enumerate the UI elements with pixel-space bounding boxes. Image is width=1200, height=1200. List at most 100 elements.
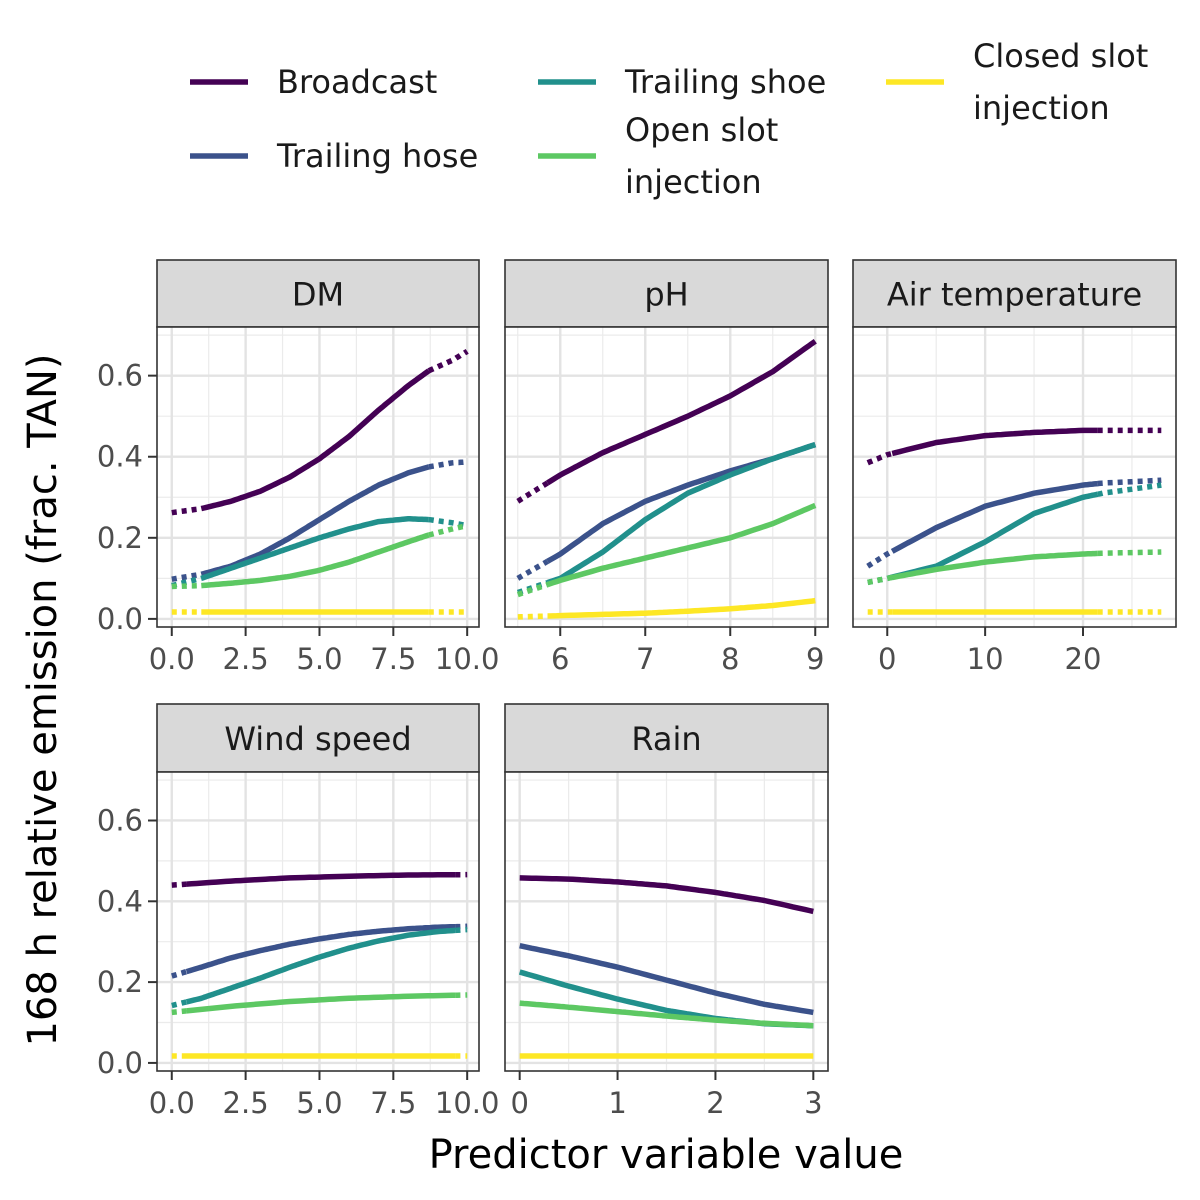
series-line-open-slot-extrapolated: [1097, 549, 1162, 557]
series-line-trailing-hose-extrapolated: [516, 558, 549, 581]
series-line-trailing-hose: [890, 480, 1099, 554]
panel-border: [156, 771, 480, 1072]
series-line-open-slot-extrapolated: [867, 574, 893, 586]
x-tick-label: 20: [1065, 642, 1102, 676]
series-line-broadcast: [891, 427, 1099, 457]
panel-ph: pH 6 7 8 9: [504, 259, 829, 676]
panel-strip: [852, 259, 1177, 328]
legend-label: injection: [625, 163, 762, 201]
series-line-open-slot-extrapolated: [171, 1008, 187, 1016]
gridlines: [157, 772, 479, 1071]
series-line-open-slot: [186, 992, 456, 1014]
x-tick-label: 10: [967, 642, 1004, 676]
panel-title: DM: [292, 276, 344, 314]
x-tick-label: 10.0: [435, 1086, 500, 1120]
panel-title: pH: [644, 276, 688, 314]
series-line-broadcast: [519, 875, 814, 915]
series-group: [171, 349, 469, 615]
gridlines: [853, 327, 1176, 627]
series-line-trailing-hose-extrapolated: [866, 548, 894, 569]
y-tick-label: 0.0: [97, 602, 143, 636]
panel-wind-speed: Wind speed 0.0 2.5 5.0 7.5 10.0 0.0 0.2 0.4 0.6: [97, 703, 500, 1120]
x-tick-label: 6: [551, 642, 569, 676]
legend: Broadcast Trailing hose Trailing shoe Open …: [190, 37, 1148, 201]
x-tick-label: 5.0: [296, 1086, 342, 1120]
x-tick-label: 0: [878, 642, 896, 676]
x-axis-title: Predictor variable value: [429, 1132, 904, 1178]
series-line-trailing-shoe-extrapolated: [171, 999, 188, 1009]
panel-border: [852, 326, 1177, 628]
series-line-trailing-shoe-extrapolated: [455, 926, 468, 934]
series-line-trailing-hose: [519, 943, 814, 1016]
x-tick-label: 2: [706, 1086, 724, 1120]
panel-rain: Rain 0 1 2 3: [504, 703, 829, 1120]
legend-item-trailing-shoe: Trailing shoe: [538, 63, 826, 101]
panel-dm: DM 0.0 2.5 5.0 7.5 10.0 0.0 0.2 0.4 0.6: [97, 259, 500, 676]
series-line-open-slot: [891, 550, 1099, 581]
series-line-trailing-shoe: [200, 516, 430, 581]
plot-area: [853, 327, 1176, 627]
x-tick-label: 3: [804, 1086, 822, 1120]
series-line-broadcast: [200, 368, 431, 512]
legend-item-open-slot: Open slot injection: [538, 111, 778, 201]
y-tick-label: 0.0: [97, 1046, 143, 1080]
series-line-open-slot-extrapolated: [171, 582, 202, 590]
y-tick-label: 0.2: [97, 965, 143, 999]
series-line-closed-slot: [546, 597, 816, 619]
gridlines: [505, 772, 828, 1071]
x-tick-label: 2.5: [223, 642, 269, 676]
y-tick-label: 0.6: [97, 359, 143, 393]
legend-label: Closed slot: [973, 37, 1148, 75]
series-line-trailing-hose-extrapolated: [428, 459, 468, 470]
panel-strip: [156, 259, 480, 328]
panel-strip: [504, 703, 829, 773]
series-line-trailing-hose: [185, 923, 458, 975]
x-tick-label: 9: [806, 642, 824, 676]
series-group: [171, 871, 468, 1059]
series-line-broadcast: [546, 338, 817, 486]
y-tick-label: 0.2: [97, 521, 143, 555]
legend-item-closed-slot: Closed slot injection: [886, 37, 1148, 127]
x-tick-label: 7.5: [370, 642, 416, 676]
panel-strip: [504, 259, 829, 328]
x-tick-label: 5.0: [296, 642, 342, 676]
series-group: [516, 338, 817, 620]
series-line-broadcast-extrapolated: [171, 881, 187, 888]
series-line-trailing-shoe-extrapolated: [1097, 482, 1162, 497]
panel-border: [156, 326, 480, 628]
legend-label: Open slot: [625, 111, 778, 149]
series-group: [866, 427, 1162, 615]
legend-item-broadcast: Broadcast: [190, 63, 437, 101]
series-line-broadcast-extrapolated: [866, 450, 893, 466]
series-line-open-slot: [519, 1000, 814, 1029]
series-line-trailing-hose-extrapolated: [171, 571, 202, 582]
panel-border: [504, 326, 829, 628]
series-line-open-slot: [546, 502, 817, 588]
x-tick-label: 10.0: [435, 642, 500, 676]
legend-item-trailing-hose: Trailing hose: [190, 137, 478, 175]
y-axis-title: 168 h relative emission (frac. TAN): [20, 353, 66, 1046]
series-line-broadcast-extrapolated: [516, 480, 549, 504]
series-line-open-slot: [201, 532, 430, 589]
y-tick-label: 0.4: [97, 884, 143, 918]
legend-label: Broadcast: [277, 63, 437, 101]
x-tick-label: 8: [721, 642, 739, 676]
panel-border: [504, 771, 829, 1072]
panel-title: Rain: [631, 720, 701, 758]
x-tick-label: 0.0: [149, 642, 195, 676]
series-line-trailing-shoe: [891, 491, 1099, 580]
panel-title: Air temperature: [887, 276, 1142, 314]
x-tick-label: 7.5: [370, 1086, 416, 1120]
legend-label: Trailing hose: [276, 137, 478, 175]
legend-label: Trailing shoe: [624, 63, 826, 101]
x-tick-label: 1: [608, 1086, 626, 1120]
series-line-trailing-hose-extrapolated: [1097, 477, 1162, 487]
panel-air-temperature: Air temperature 0 10 20: [852, 259, 1177, 676]
y-tick-label: 0.4: [97, 440, 143, 474]
legend-label: injection: [973, 89, 1110, 127]
series-line-broadcast-extrapolated: [171, 505, 202, 516]
x-tick-label: 7: [636, 642, 654, 676]
series-line-open-slot-extrapolated: [428, 522, 468, 538]
